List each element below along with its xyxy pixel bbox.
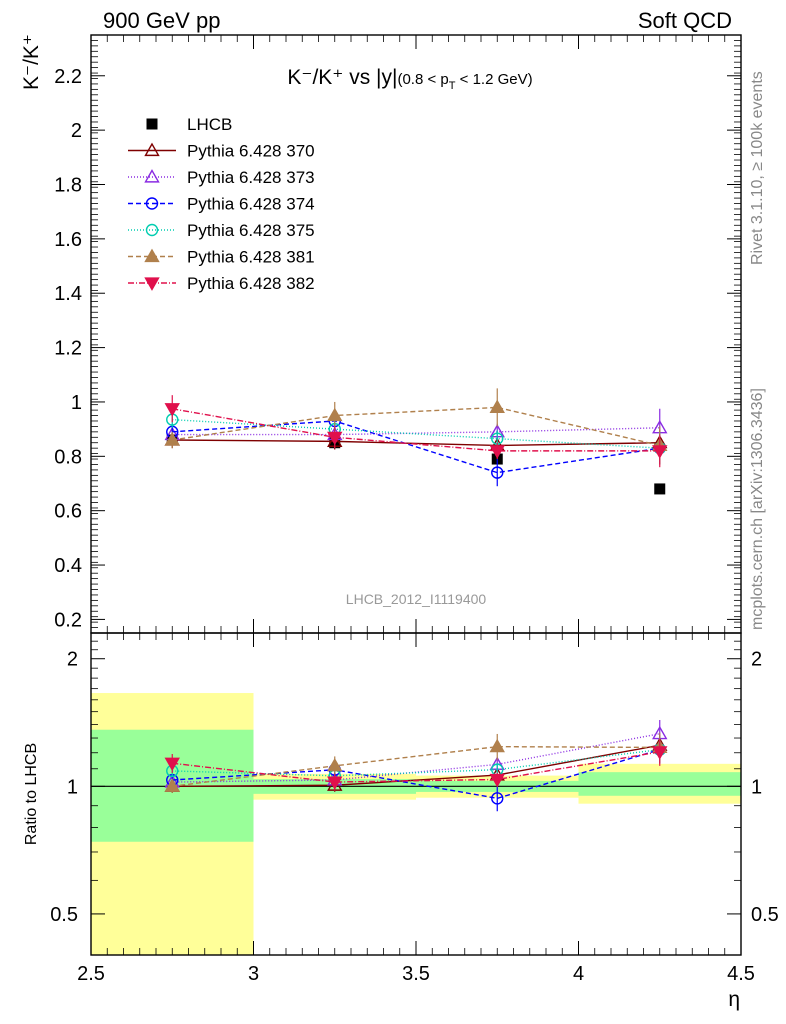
series-1-ratio-line: [172, 733, 660, 783]
ratio-band-inner-3: [578, 772, 741, 796]
series-5-ratio-point-1: [327, 776, 343, 790]
legend-label-0: Pythia 6.428 370: [187, 142, 315, 161]
series-5-line: [172, 408, 660, 452]
x-tick-label-2: 3.5: [402, 963, 430, 985]
legend-marker-5: [144, 277, 160, 291]
series-2-ratio-line: [172, 748, 660, 800]
series-5-point-3: [652, 445, 668, 459]
y-tick-label-9: 2: [71, 120, 82, 142]
chart-title-sub: (0.8 < p: [397, 71, 448, 88]
mcplots-label: mcplots.cern.ch [arXiv:1306.3436]: [749, 388, 766, 630]
ratio-tick-label-right-1: 1: [751, 776, 762, 798]
chart-title: K⁻/K⁺ vs |y|(0.8 < pT < 1.2 GeV): [287, 66, 532, 92]
legend-label-lhcb: LHCB: [187, 115, 232, 134]
y-tick-label-8: 1.8: [54, 175, 82, 197]
x-tick-label-0: 2.5: [77, 963, 105, 985]
y-axis-label: K⁻/K⁺: [20, 34, 43, 90]
legend-label-2: Pythia 6.428 374: [187, 195, 315, 214]
legend-label-3: Pythia 6.428 375: [187, 221, 315, 240]
x-axis-label: η: [728, 988, 740, 1011]
series-layer: [164, 388, 668, 812]
series-4-ratio-point-1: [327, 757, 343, 772]
chart-title-main: K⁻/K⁺ vs |y|: [287, 66, 397, 89]
series-5-ratio-line: [172, 751, 660, 783]
series-4-ratio-line: [172, 745, 660, 788]
series-4-point-1: [327, 407, 343, 422]
header-left: 900 GeV pp: [103, 8, 220, 33]
series-4-line: [172, 406, 660, 447]
x-tick-label-3: 4: [573, 963, 584, 985]
legend-marker-1: [144, 169, 160, 183]
series-4-point-0: [164, 432, 180, 446]
series-2-point-2: [491, 466, 504, 479]
legend-marker-4: [144, 248, 160, 263]
ratio-y-axis-label: Ratio to LHCB: [23, 743, 40, 845]
rivet-label: Rivet 3.1.10, ≥ 100k events: [749, 71, 766, 265]
ratio-tick-label-left-1: 1: [67, 776, 78, 798]
ratio-uncertainty-bands: [91, 693, 741, 955]
ratio-tick-label-left-0: 0.5: [50, 904, 78, 926]
chart-title-sub-tail: < 1.2 GeV): [456, 71, 533, 88]
legend-marker-lhcb: [146, 118, 158, 130]
y-tick-label-5: 1.2: [54, 338, 82, 360]
legend-marker-3: [145, 223, 159, 237]
series-2-line: [172, 420, 660, 474]
legend: LHCB Pythia 6.428 370 Pythia 6.428 373 Pyth…: [128, 115, 315, 293]
legend-marker-2: [145, 197, 159, 210]
ratio-tick-label-right-0: 0.5: [751, 904, 779, 926]
x-tick-label-1: 3: [248, 963, 259, 985]
series-1-line: [172, 427, 660, 436]
y-tick-label-1: 0.4: [54, 555, 82, 577]
header-right: Soft QCD: [638, 8, 732, 33]
y-tick-label-0: 0.2: [54, 609, 82, 631]
ratio-tick-label-right-2: 2: [751, 649, 762, 671]
legend-label-5: Pythia 6.428 382: [187, 274, 315, 293]
series-4-point-2: [489, 399, 505, 413]
series-3-line: [172, 418, 660, 449]
series-2-ratio-point-2: [491, 792, 504, 805]
legend-label-1: Pythia 6.428 373: [187, 168, 315, 187]
series-5-ratio-point-2: [489, 773, 505, 788]
lhcb-data-point-3: [654, 483, 666, 495]
x-tick-label-4: 4.5: [727, 963, 755, 985]
y-tick-label-2: 0.6: [54, 501, 82, 523]
ratio-tick-label-left-2: 2: [67, 649, 78, 671]
y-tick-label-7: 1.6: [54, 229, 82, 251]
series-5-point-0: [164, 403, 180, 417]
y-tick-label-10: 2.2: [54, 66, 82, 88]
y-tick-label-4: 1: [71, 392, 82, 414]
y-tick-label-3: 0.8: [54, 446, 82, 468]
series-5-point-1: [327, 431, 343, 446]
chart-title-sub-index: T: [449, 80, 456, 92]
series-5-ratio-point-3: [652, 746, 668, 760]
series-5-ratio-point-0: [164, 757, 180, 772]
series-3-ratio-line: [172, 748, 660, 777]
series-5-point-2: [489, 445, 505, 459]
legend-label-4: Pythia 6.428 381: [187, 248, 315, 267]
axes: 2.5 3 3.5 4 4.5 0.2 0.4 0.6 0.8 1 1.2 1.4 1.6 1.8 2 2.2…: [50, 34, 779, 985]
y-tick-label-6: 1.4: [54, 283, 82, 305]
series-5: [164, 395, 668, 791]
legend-marker-0: [144, 142, 160, 157]
analysis-id-label: LHCB_2012_I1119400: [346, 591, 487, 607]
series-4-ratio-point-0: [164, 778, 180, 792]
series-4-ratio-point-2: [489, 738, 505, 753]
